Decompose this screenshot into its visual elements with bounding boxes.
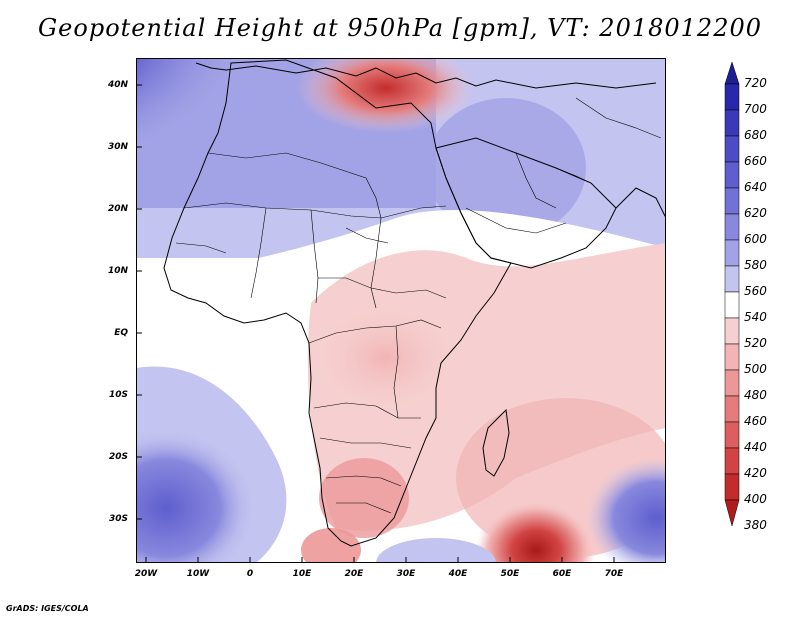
colorbar-label: 460 bbox=[744, 414, 767, 428]
lat-label-10n: 10N bbox=[107, 266, 128, 276]
southeast-indian-high bbox=[586, 458, 666, 563]
colorbar-swatch bbox=[724, 135, 740, 163]
lon-label-50e: 50E bbox=[500, 569, 520, 579]
lat-label-30n: 30N bbox=[107, 142, 128, 152]
lon-label-60e: 60E bbox=[552, 569, 572, 579]
lon-label-70e: 70E bbox=[604, 569, 624, 579]
lat-label-30s: 30S bbox=[108, 514, 128, 524]
colorbar-label: 500 bbox=[744, 362, 767, 376]
south-blue-patch bbox=[376, 538, 496, 563]
border-line bbox=[575, 97, 662, 139]
colorbar-label: 660 bbox=[744, 154, 767, 168]
border-line bbox=[555, 167, 592, 184]
colorbar-label: 520 bbox=[744, 336, 767, 350]
colorbar-label: 680 bbox=[744, 128, 767, 142]
india-coastline bbox=[615, 187, 666, 219]
mediterranean-low bbox=[296, 58, 476, 133]
border-line bbox=[313, 402, 421, 419]
border-line bbox=[310, 209, 319, 304]
border-line bbox=[207, 152, 382, 219]
southern-ocean-low bbox=[476, 500, 596, 563]
border-line bbox=[465, 207, 567, 234]
colorbar-swatch bbox=[724, 265, 740, 293]
colorbar-segments bbox=[724, 62, 740, 527]
lat-label-20s: 20S bbox=[108, 452, 128, 462]
colorbar-swatch bbox=[724, 83, 740, 111]
lon-label-30e: 30E bbox=[396, 569, 416, 579]
border-line bbox=[370, 217, 382, 309]
colorbar-label: 420 bbox=[744, 466, 767, 480]
lon-label-10w: 10W bbox=[186, 569, 210, 579]
border-line bbox=[515, 152, 557, 209]
colorbar-swatch bbox=[724, 187, 740, 215]
colorbar-label: 380 bbox=[744, 518, 767, 532]
border-line bbox=[336, 502, 392, 514]
colorbar-label: 480 bbox=[744, 388, 767, 402]
colorbar-swatch bbox=[724, 369, 740, 397]
colorbar-swatch bbox=[724, 239, 740, 267]
colorbar-label: 400 bbox=[744, 492, 767, 506]
colorbar-label: 700 bbox=[744, 102, 767, 116]
madagascar-coastline bbox=[482, 408, 510, 477]
lat-label-40n: 40N bbox=[107, 80, 128, 90]
lon-label-10e: 10E bbox=[292, 569, 312, 579]
colorbar-label: 620 bbox=[744, 206, 767, 220]
grads-credit: GrADS: IGES/COLA bbox=[6, 604, 89, 613]
europe-coastline bbox=[195, 62, 657, 89]
kalahari-low bbox=[319, 458, 409, 538]
lat-label-eq: EQ bbox=[114, 328, 128, 338]
colorbar-swatch bbox=[724, 395, 740, 423]
colorbar-swatch bbox=[724, 62, 740, 85]
lon-label-20e: 20E bbox=[344, 569, 364, 579]
colorbar-swatch bbox=[724, 447, 740, 475]
border-line bbox=[393, 325, 399, 419]
arabia-coastline bbox=[435, 137, 617, 269]
lat-label-20n: 20N bbox=[107, 204, 128, 214]
lat-ticks bbox=[136, 84, 142, 520]
colorbar-swatch bbox=[724, 161, 740, 189]
cape-low bbox=[301, 528, 361, 563]
colorbar-label: 440 bbox=[744, 440, 767, 454]
colorbar-label: 560 bbox=[744, 284, 767, 298]
map-frame bbox=[136, 58, 666, 563]
map-canvas bbox=[136, 58, 666, 563]
colorbar-label: 720 bbox=[744, 76, 767, 90]
colorbar-swatch bbox=[724, 499, 740, 527]
colorbar-label: 600 bbox=[744, 232, 767, 246]
colorbar-swatch bbox=[724, 317, 740, 345]
colorbar-swatch bbox=[724, 213, 740, 241]
border-line bbox=[318, 277, 447, 299]
border-line bbox=[250, 207, 267, 299]
central-africa-pink bbox=[306, 298, 466, 418]
colorbar-swatch bbox=[724, 473, 740, 501]
colorbar-swatch bbox=[724, 343, 740, 371]
colorbar-swatch bbox=[724, 291, 740, 319]
south-atlantic-high-core bbox=[136, 428, 256, 563]
border-line bbox=[345, 227, 389, 244]
border-line bbox=[325, 475, 402, 487]
colorbar-label: 640 bbox=[744, 180, 767, 194]
colorbar-swatch bbox=[724, 421, 740, 449]
lon-label-40e: 40E bbox=[448, 569, 468, 579]
country-borders bbox=[175, 97, 662, 514]
lon-label-20w: 20W bbox=[134, 569, 158, 579]
colorbar-label: 580 bbox=[744, 258, 767, 272]
colorbar bbox=[724, 62, 740, 527]
border-line bbox=[319, 437, 412, 449]
lon-label-0: 0 bbox=[246, 569, 254, 579]
border-line bbox=[183, 202, 447, 219]
map-title: Geopotential Height at 950hPa [gpm], VT:… bbox=[38, 14, 762, 42]
border-line bbox=[175, 242, 227, 254]
lat-label-10s: 10S bbox=[108, 390, 128, 400]
colorbar-swatch bbox=[724, 109, 740, 137]
border-line bbox=[308, 319, 442, 344]
lon-ticks bbox=[145, 557, 615, 563]
coastlines bbox=[163, 59, 666, 547]
colorbar-label: 540 bbox=[744, 310, 767, 324]
